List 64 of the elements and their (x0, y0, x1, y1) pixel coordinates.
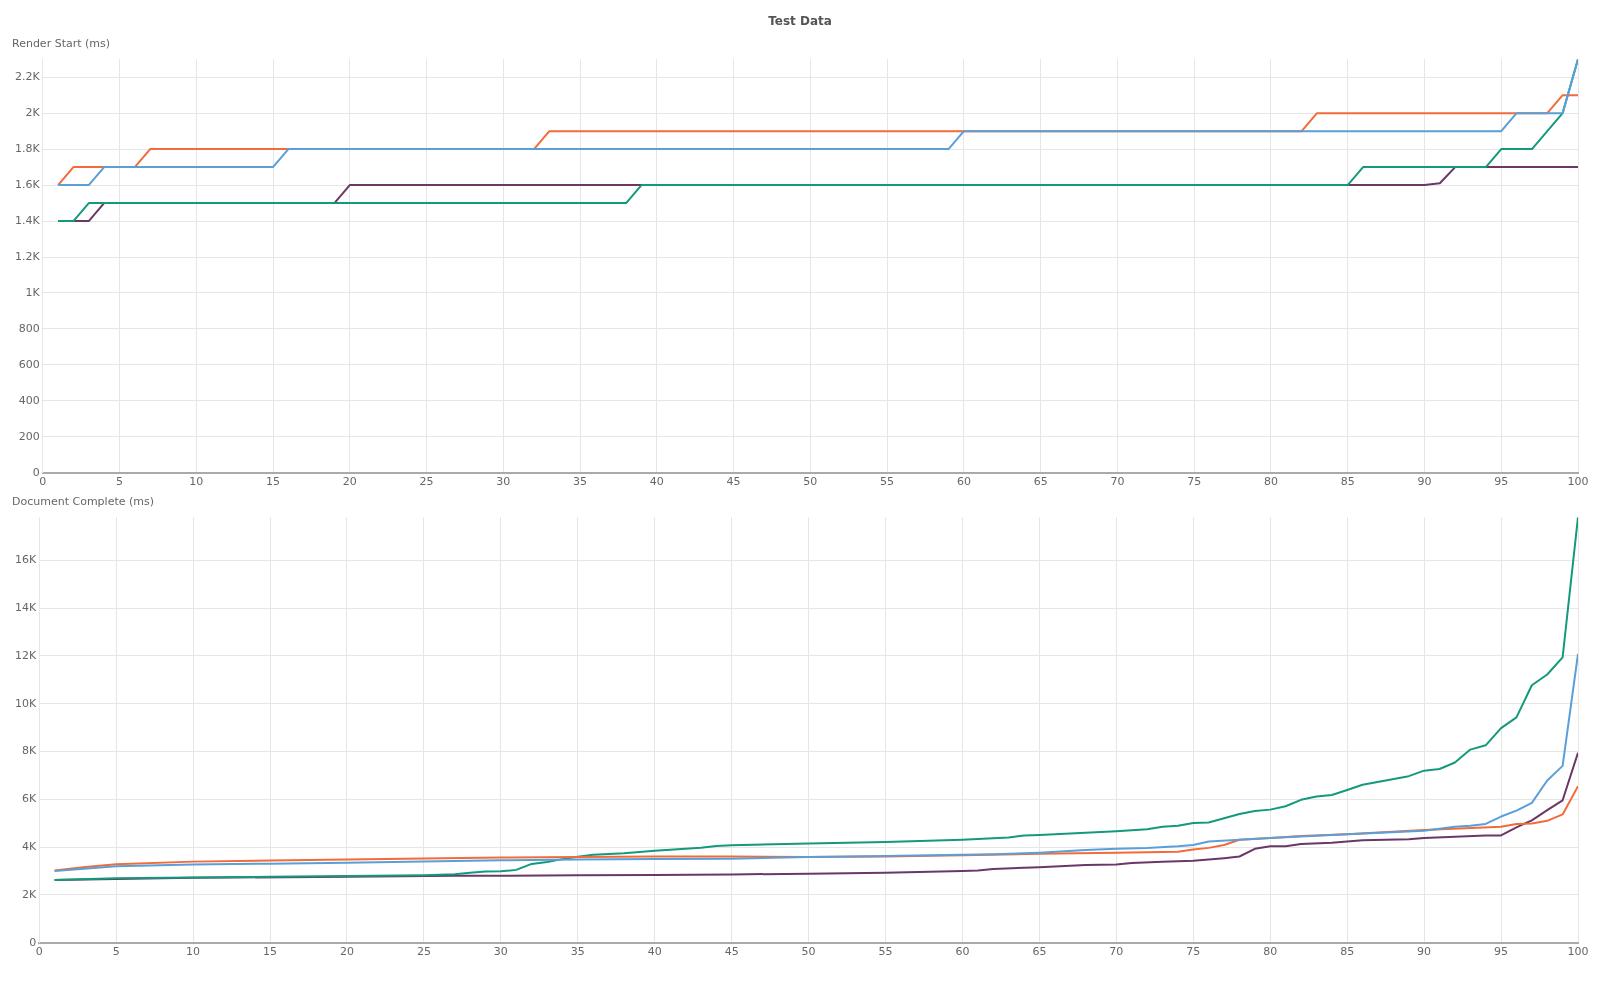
y-tick-label: 14K (14, 600, 37, 614)
x-tick-label: 15 (266, 475, 280, 489)
x-tick-label: 75 (1186, 945, 1201, 959)
y-tick-label: 10K (14, 696, 37, 710)
y-tick-label: 8K (21, 744, 37, 758)
x-tick-label: 35 (570, 945, 585, 959)
y-tick-label: 12K (14, 648, 37, 662)
x-tick-label: 5 (112, 945, 120, 959)
x-tick-label: 90 (1417, 945, 1432, 959)
x-tick-label: 20 (339, 945, 354, 959)
x-tick-label: 95 (1494, 475, 1509, 489)
x-tick-label: 50 (803, 475, 818, 489)
x-tick-label: 65 (1032, 945, 1047, 959)
x-tick-label: 75 (1187, 475, 1202, 489)
x-tick-label: 85 (1340, 945, 1355, 959)
chart-title: Test Data (767, 13, 833, 30)
x-tick-label: 45 (726, 475, 741, 489)
y-tick-label: 2.2K (14, 70, 41, 84)
y-tick-label: 1K (25, 285, 41, 299)
x-tick-label: 25 (416, 945, 431, 959)
y-tick-label: 4K (21, 840, 37, 854)
x-tick-label: 55 (880, 475, 895, 489)
y-tick-label: 2K (25, 106, 41, 120)
x-tick-label: 65 (1033, 475, 1048, 489)
x-tick-label: 80 (1263, 475, 1278, 489)
x-tick-label: 70 (1110, 475, 1125, 489)
x-tick-label: 95 (1494, 945, 1509, 959)
x-tick-label: 60 (956, 475, 971, 489)
y-tick-label: 2K (21, 887, 37, 901)
x-tick-label: 30 (493, 945, 508, 959)
y-tick-label: 1.2K (14, 249, 41, 263)
y-axis-title: Render Start (ms) (12, 37, 111, 51)
x-tick-label: 40 (647, 945, 662, 959)
y-axis-title: Document Complete (ms) (12, 495, 155, 509)
x-tick-label: 70 (1109, 945, 1124, 959)
y-tick-label: 1.8K (14, 141, 41, 155)
y-tick-label: 1.4K (14, 213, 41, 227)
x-tick-label: 30 (496, 475, 511, 489)
y-tick-label: 6K (21, 792, 37, 806)
x-tick-label: 55 (878, 945, 893, 959)
x-tick-label: 80 (1263, 945, 1278, 959)
x-tick-label: 15 (263, 945, 278, 959)
y-tick-label: 400 (18, 393, 40, 407)
x-tick-label: 100 (1567, 475, 1589, 489)
x-tick-label: 50 (801, 945, 816, 959)
x-tick-label: 90 (1417, 475, 1432, 489)
x-tick-label: 45 (724, 945, 739, 959)
x-tick-label: 10 (189, 475, 204, 489)
y-tick-label: 800 (18, 321, 40, 335)
x-tick-label: 60 (955, 945, 970, 959)
x-tick-label: 40 (649, 475, 664, 489)
y-tick-label: 200 (18, 429, 40, 443)
x-tick-label: 100 (1567, 945, 1589, 959)
y-tick-label: 1.6K (14, 177, 41, 191)
y-tick-label: 0 (32, 465, 40, 479)
x-tick-label: 35 (573, 475, 588, 489)
y-tick-label: 0 (29, 935, 37, 949)
y-tick-label: 16K (14, 553, 37, 567)
x-tick-label: 5 (115, 475, 123, 489)
x-tick-label: 85 (1340, 475, 1355, 489)
x-tick-label: 10 (186, 945, 201, 959)
y-tick-label: 600 (18, 357, 40, 371)
x-tick-label: 20 (342, 475, 357, 489)
x-tick-label: 25 (419, 475, 434, 489)
